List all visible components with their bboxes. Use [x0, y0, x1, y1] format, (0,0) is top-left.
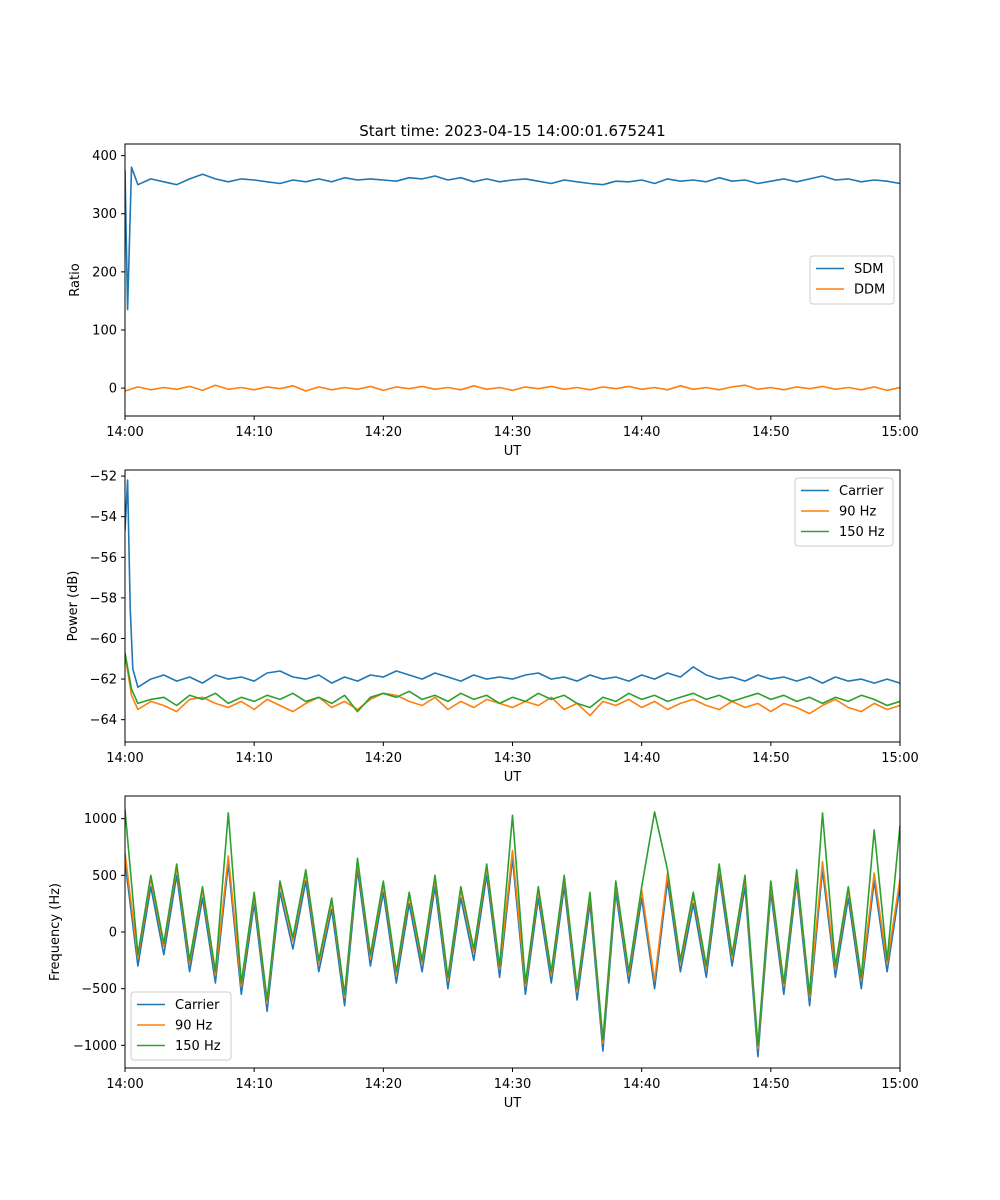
x-tick-label: 14:40: [623, 1077, 660, 1092]
x-tick-label: 14:50: [752, 425, 789, 440]
legend-box: [794, 477, 894, 547]
series-group: [125, 809, 900, 1058]
x-tick-label: 14:40: [623, 751, 660, 766]
y-axis-label: Frequency (Hz): [48, 883, 63, 981]
y-tick-label: −60: [90, 632, 117, 647]
legend-label: DDM: [854, 283, 885, 298]
x-tick-label: 14:50: [752, 751, 789, 766]
legend-label: 90 Hz: [175, 1019, 212, 1034]
x-tick-label: 15:00: [881, 425, 918, 440]
x-tick-label: 14:10: [235, 425, 272, 440]
y-tick-label: −64: [90, 713, 117, 728]
y-tick-label: −1000: [73, 1039, 117, 1054]
series-group: [125, 479, 900, 717]
x-tick-label: 14:30: [494, 1077, 531, 1092]
x-tick-label: 14:00: [106, 1077, 143, 1092]
y-axis-label: Power (dB): [66, 571, 81, 642]
y-tick-label: 400: [92, 149, 117, 164]
x-tick-label: 14:30: [494, 751, 531, 766]
figure-title: Start time: 2023-04-15 14:00:01.675241: [359, 122, 665, 140]
legend: Carrier 90 Hz 150 Hz: [794, 477, 894, 547]
y-tick-label: 0: [109, 926, 117, 941]
y-tick-label: 0: [109, 382, 117, 397]
x-axis-label: UT: [504, 1096, 522, 1111]
y-tick-label: −62: [90, 673, 117, 688]
legend-label: Carrier: [839, 484, 884, 499]
y-tick-label: −56: [90, 551, 117, 566]
chart-panel-2: 14:00 14:10 14:20 14:30 14:40 14:50 15:00 −64 −6…: [66, 469, 919, 785]
x-tick-label: 14:20: [365, 751, 402, 766]
chart-panel-1: 14:00 14:10 14:20 14:30 14:40 14:50 15:00 0 100 2…: [68, 143, 919, 459]
series-line-sdm: [125, 166, 900, 311]
legend: SDM DDM: [809, 255, 895, 305]
legend-label: 150 Hz: [839, 525, 885, 540]
y-tick-label: 300: [92, 207, 117, 222]
chart-panels: 14:00 14:10 14:20 14:30 14:40 14:50 15:00 0 100 2…: [48, 143, 919, 1111]
y-axis-label: Ratio: [68, 263, 83, 296]
x-tick-label: 14:30: [494, 425, 531, 440]
legend-box: [130, 991, 232, 1061]
legend: Carrier 90 Hz 150 Hz: [130, 991, 232, 1061]
y-tick-label: −52: [90, 470, 117, 485]
legend-label: 150 Hz: [175, 1039, 221, 1054]
y-tick-label: −54: [90, 510, 117, 525]
x-tick-label: 14:40: [623, 425, 660, 440]
legend-label: SDM: [854, 262, 883, 277]
legend-label: Carrier: [175, 998, 220, 1013]
x-tick-label: 15:00: [881, 1077, 918, 1092]
y-tick-label: 200: [92, 265, 117, 280]
y-tick-label: 100: [92, 323, 117, 338]
series-group: [125, 166, 900, 392]
x-tick-label: 14:20: [365, 1077, 402, 1092]
series-line-carrier: [125, 479, 900, 688]
x-tick-label: 14:00: [106, 425, 143, 440]
x-tick-label: 14:20: [365, 425, 402, 440]
series-line-150-hz: [125, 809, 900, 1047]
x-tick-label: 15:00: [881, 751, 918, 766]
chart-panel-3: 14:00 14:10 14:20 14:30 14:40 14:50 15:00 −1000…: [48, 795, 919, 1111]
x-tick-label: 14:50: [752, 1077, 789, 1092]
series-line-150-hz: [125, 652, 900, 713]
x-tick-label: 14:10: [235, 751, 272, 766]
y-tick-label: 1000: [84, 812, 117, 827]
y-tick-label: −58: [90, 591, 117, 606]
series-line-ddm: [125, 384, 900, 392]
legend-label: 90 Hz: [839, 505, 876, 520]
y-tick-label: 500: [92, 869, 117, 884]
x-axis-label: UT: [504, 770, 522, 785]
x-axis-label: UT: [504, 444, 522, 459]
x-tick-label: 14:10: [235, 1077, 272, 1092]
x-tick-label: 14:00: [106, 751, 143, 766]
series-line-90-hz: [125, 654, 900, 717]
y-tick-label: −500: [81, 982, 117, 997]
